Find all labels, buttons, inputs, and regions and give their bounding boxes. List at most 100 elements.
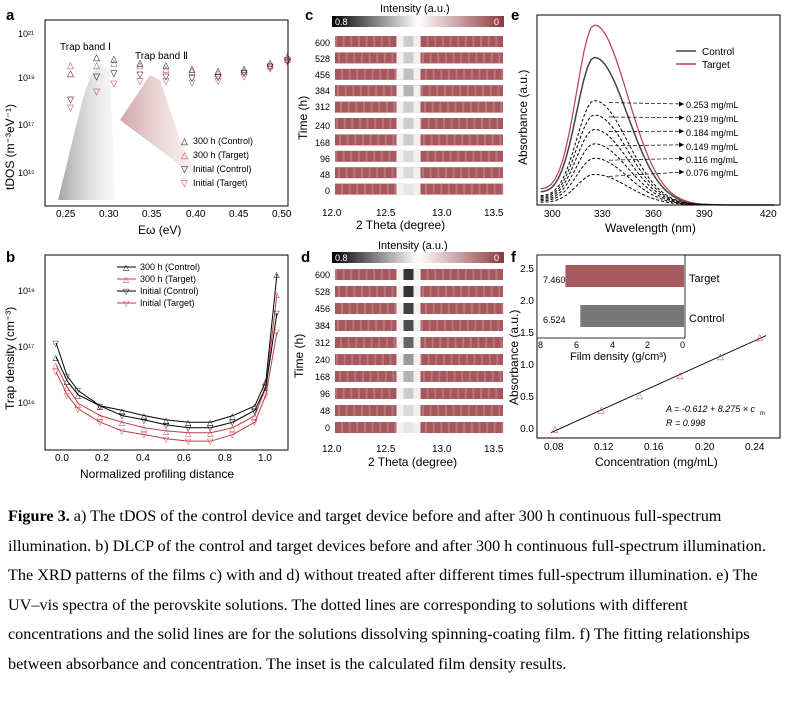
heatmap-stripe <box>360 286 363 297</box>
heatmap-stripe <box>356 183 359 195</box>
svg-text:96: 96 <box>320 389 330 399</box>
c-colorbar <box>332 16 504 27</box>
heatmap-stripe <box>451 320 454 331</box>
dlcp-point: ▽ <box>251 418 258 427</box>
heatmap-stripe <box>346 371 349 382</box>
heatmap-stripe <box>490 286 493 297</box>
svg-text:0.184 mg/mL: 0.184 mg/mL <box>686 128 739 138</box>
heatmap-stripe <box>356 303 359 314</box>
dlcp-line <box>55 312 278 429</box>
dlcp-point: △ <box>75 391 82 400</box>
heatmap-stripe <box>462 337 465 348</box>
tdos-point: ▽ <box>93 71 100 81</box>
heatmap-stripe <box>469 101 472 113</box>
f-y-ticks: 0.0 0.5 1.0 1.5 2.0 2.5 <box>520 264 534 435</box>
heatmap-stripe <box>366 354 369 365</box>
heatmap-stripe <box>342 36 345 47</box>
heatmap-stripe <box>341 68 343 80</box>
svg-text:0.5: 0.5 <box>520 392 534 403</box>
heatmap-stripe <box>493 68 496 80</box>
svg-text:0.50: 0.50 <box>272 209 292 220</box>
heatmap-stripe <box>460 167 463 179</box>
arrow-head-icon <box>679 169 684 175</box>
inset-bars <box>565 265 684 327</box>
heatmap-stripe <box>378 337 381 348</box>
heatmap-stripe <box>468 371 471 382</box>
heatmap-stripe <box>458 354 461 365</box>
svg-text:△: △ <box>123 263 130 272</box>
heatmap-stripe <box>485 101 488 113</box>
heatmap-stripe <box>377 371 380 382</box>
heatmap-stripe <box>455 303 458 314</box>
tdos-point: △ <box>241 63 248 73</box>
heatmap-stripe <box>429 52 432 64</box>
c-ylabel: Time (h) <box>296 96 310 140</box>
heatmap-stripe <box>450 118 453 129</box>
svg-text:456: 456 <box>315 304 330 314</box>
d-heatmap-rows <box>335 269 504 433</box>
heatmap-stripe <box>465 118 468 129</box>
svg-text:312: 312 <box>315 102 330 112</box>
d-colorbar <box>332 252 504 263</box>
heatmap-stripe <box>498 405 501 416</box>
heatmap-stripe <box>388 388 391 399</box>
tdos-point: ▽ <box>136 76 143 86</box>
svg-text:0: 0 <box>494 17 499 27</box>
heatmap-stripe <box>485 337 488 348</box>
heatmap-stripe <box>497 320 500 331</box>
svg-text:0.4: 0.4 <box>136 453 150 464</box>
heatmap-stripe <box>443 320 446 331</box>
heatmap-stripe <box>345 167 348 179</box>
heatmap-stripe <box>444 167 447 179</box>
svg-text:168: 168 <box>315 372 330 382</box>
heatmap-stripe <box>382 85 385 97</box>
heatmap-stripe <box>338 286 340 297</box>
dlcp-point: ▽ <box>119 412 126 421</box>
svg-text:0.8: 0.8 <box>335 17 348 27</box>
svg-text:13.0: 13.0 <box>432 208 452 219</box>
heatmap-stripe <box>359 85 362 97</box>
tdos-point: ▽ <box>110 68 117 78</box>
heatmap-stripe <box>391 405 394 416</box>
heatmap-stripe <box>355 101 358 113</box>
heatmap-peak-core <box>403 388 414 399</box>
legend-a-item: Initial (Target) <box>193 178 248 188</box>
heatmap-stripe <box>386 68 389 80</box>
dlcp-point: ▽ <box>185 437 192 446</box>
heatmap-stripe <box>352 85 355 97</box>
heatmap-stripe <box>342 269 345 280</box>
heatmap-stripe <box>472 36 475 47</box>
heatmap-stripe <box>489 85 492 97</box>
svg-text:10¹⁵: 10¹⁵ <box>18 168 35 178</box>
heatmap-stripe <box>422 286 424 297</box>
heatmap-stripe <box>353 405 356 416</box>
heatmap-stripe <box>488 118 491 129</box>
panel-f: f △ △ △ △ △ △ Target Control 7.460 6.524 8 6 … <box>507 249 781 469</box>
dlcp-point: △ <box>64 383 71 392</box>
heatmap-stripe <box>478 68 481 80</box>
svg-text:600: 600 <box>315 38 330 48</box>
heatmap-stripe <box>449 150 452 162</box>
heatmap-stripe <box>385 337 388 348</box>
heatmap-stripe <box>432 422 435 433</box>
fit-series: △ △ △ △ △ △ <box>550 332 767 434</box>
svg-text:12.0: 12.0 <box>322 444 342 455</box>
svg-text:312: 312 <box>315 338 330 348</box>
heatmap-stripe <box>496 118 499 129</box>
heatmap-stripe <box>486 183 489 195</box>
dlcp-point: △ <box>119 406 126 415</box>
a-y-ticks: 10²¹ 10¹⁹ 10¹⁷ 10¹⁵ <box>18 29 35 178</box>
heatmap-stripe <box>374 118 377 129</box>
svg-text:Initial (Control): Initial (Control) <box>140 286 199 296</box>
dlcp-point: ▽ <box>207 424 214 433</box>
heatmap-peak-core <box>403 320 414 331</box>
tdos-point: △ <box>267 58 274 68</box>
legend-e: Control Target <box>676 47 734 71</box>
heatmap-peak-core <box>403 269 414 280</box>
a-xlabel: Eω (eV) <box>138 223 181 237</box>
heatmap-stripe <box>373 36 376 47</box>
heatmap-stripe <box>340 101 342 113</box>
heatmap-stripe <box>499 371 502 382</box>
arrow-head-icon <box>679 101 684 107</box>
heatmap-stripe <box>422 52 424 64</box>
